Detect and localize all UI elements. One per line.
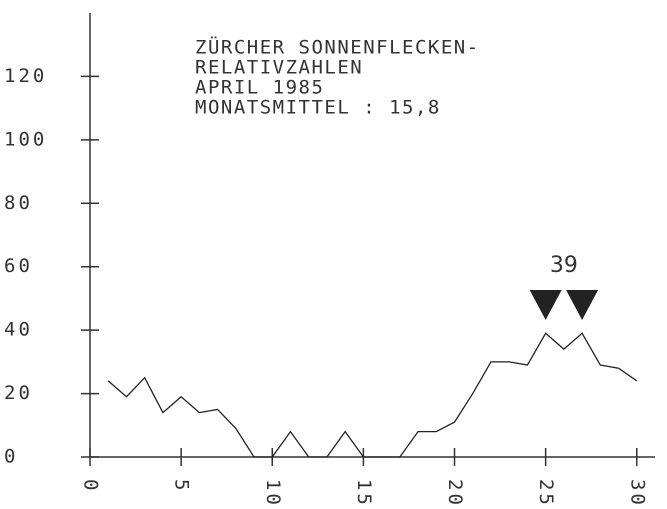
annotation-label: 39 — [550, 253, 578, 278]
x-tick-label: 15 — [353, 479, 375, 508]
marker-triangle — [529, 290, 562, 320]
marker-triangle — [566, 290, 599, 320]
y-tick-label: 40 — [4, 319, 33, 341]
x-tick-label: 20 — [444, 479, 466, 508]
x-tick-label: 10 — [262, 479, 284, 508]
title-line: APRIL 1985 — [195, 77, 324, 99]
y-tick-label: 80 — [4, 192, 33, 214]
y-tick-label: 20 — [4, 382, 33, 404]
title-line: MONATSMITTEL : 15,8 — [195, 97, 441, 119]
x-tick-label: 30 — [626, 479, 648, 508]
x-tick-label: 0 — [80, 479, 102, 493]
x-tick-label: 5 — [171, 479, 193, 493]
y-tick-label: 120 — [4, 65, 47, 87]
title-line: ZÜRCHER SONNENFLECKEN- — [195, 36, 480, 59]
y-tick-label: 100 — [4, 128, 47, 150]
y-tick-label: 60 — [4, 255, 33, 277]
title-line: RELATIVZAHLEN — [195, 57, 363, 79]
x-tick-label: 25 — [535, 479, 557, 508]
y-tick-label: 0 — [4, 446, 18, 468]
line — [107, 332, 638, 458]
